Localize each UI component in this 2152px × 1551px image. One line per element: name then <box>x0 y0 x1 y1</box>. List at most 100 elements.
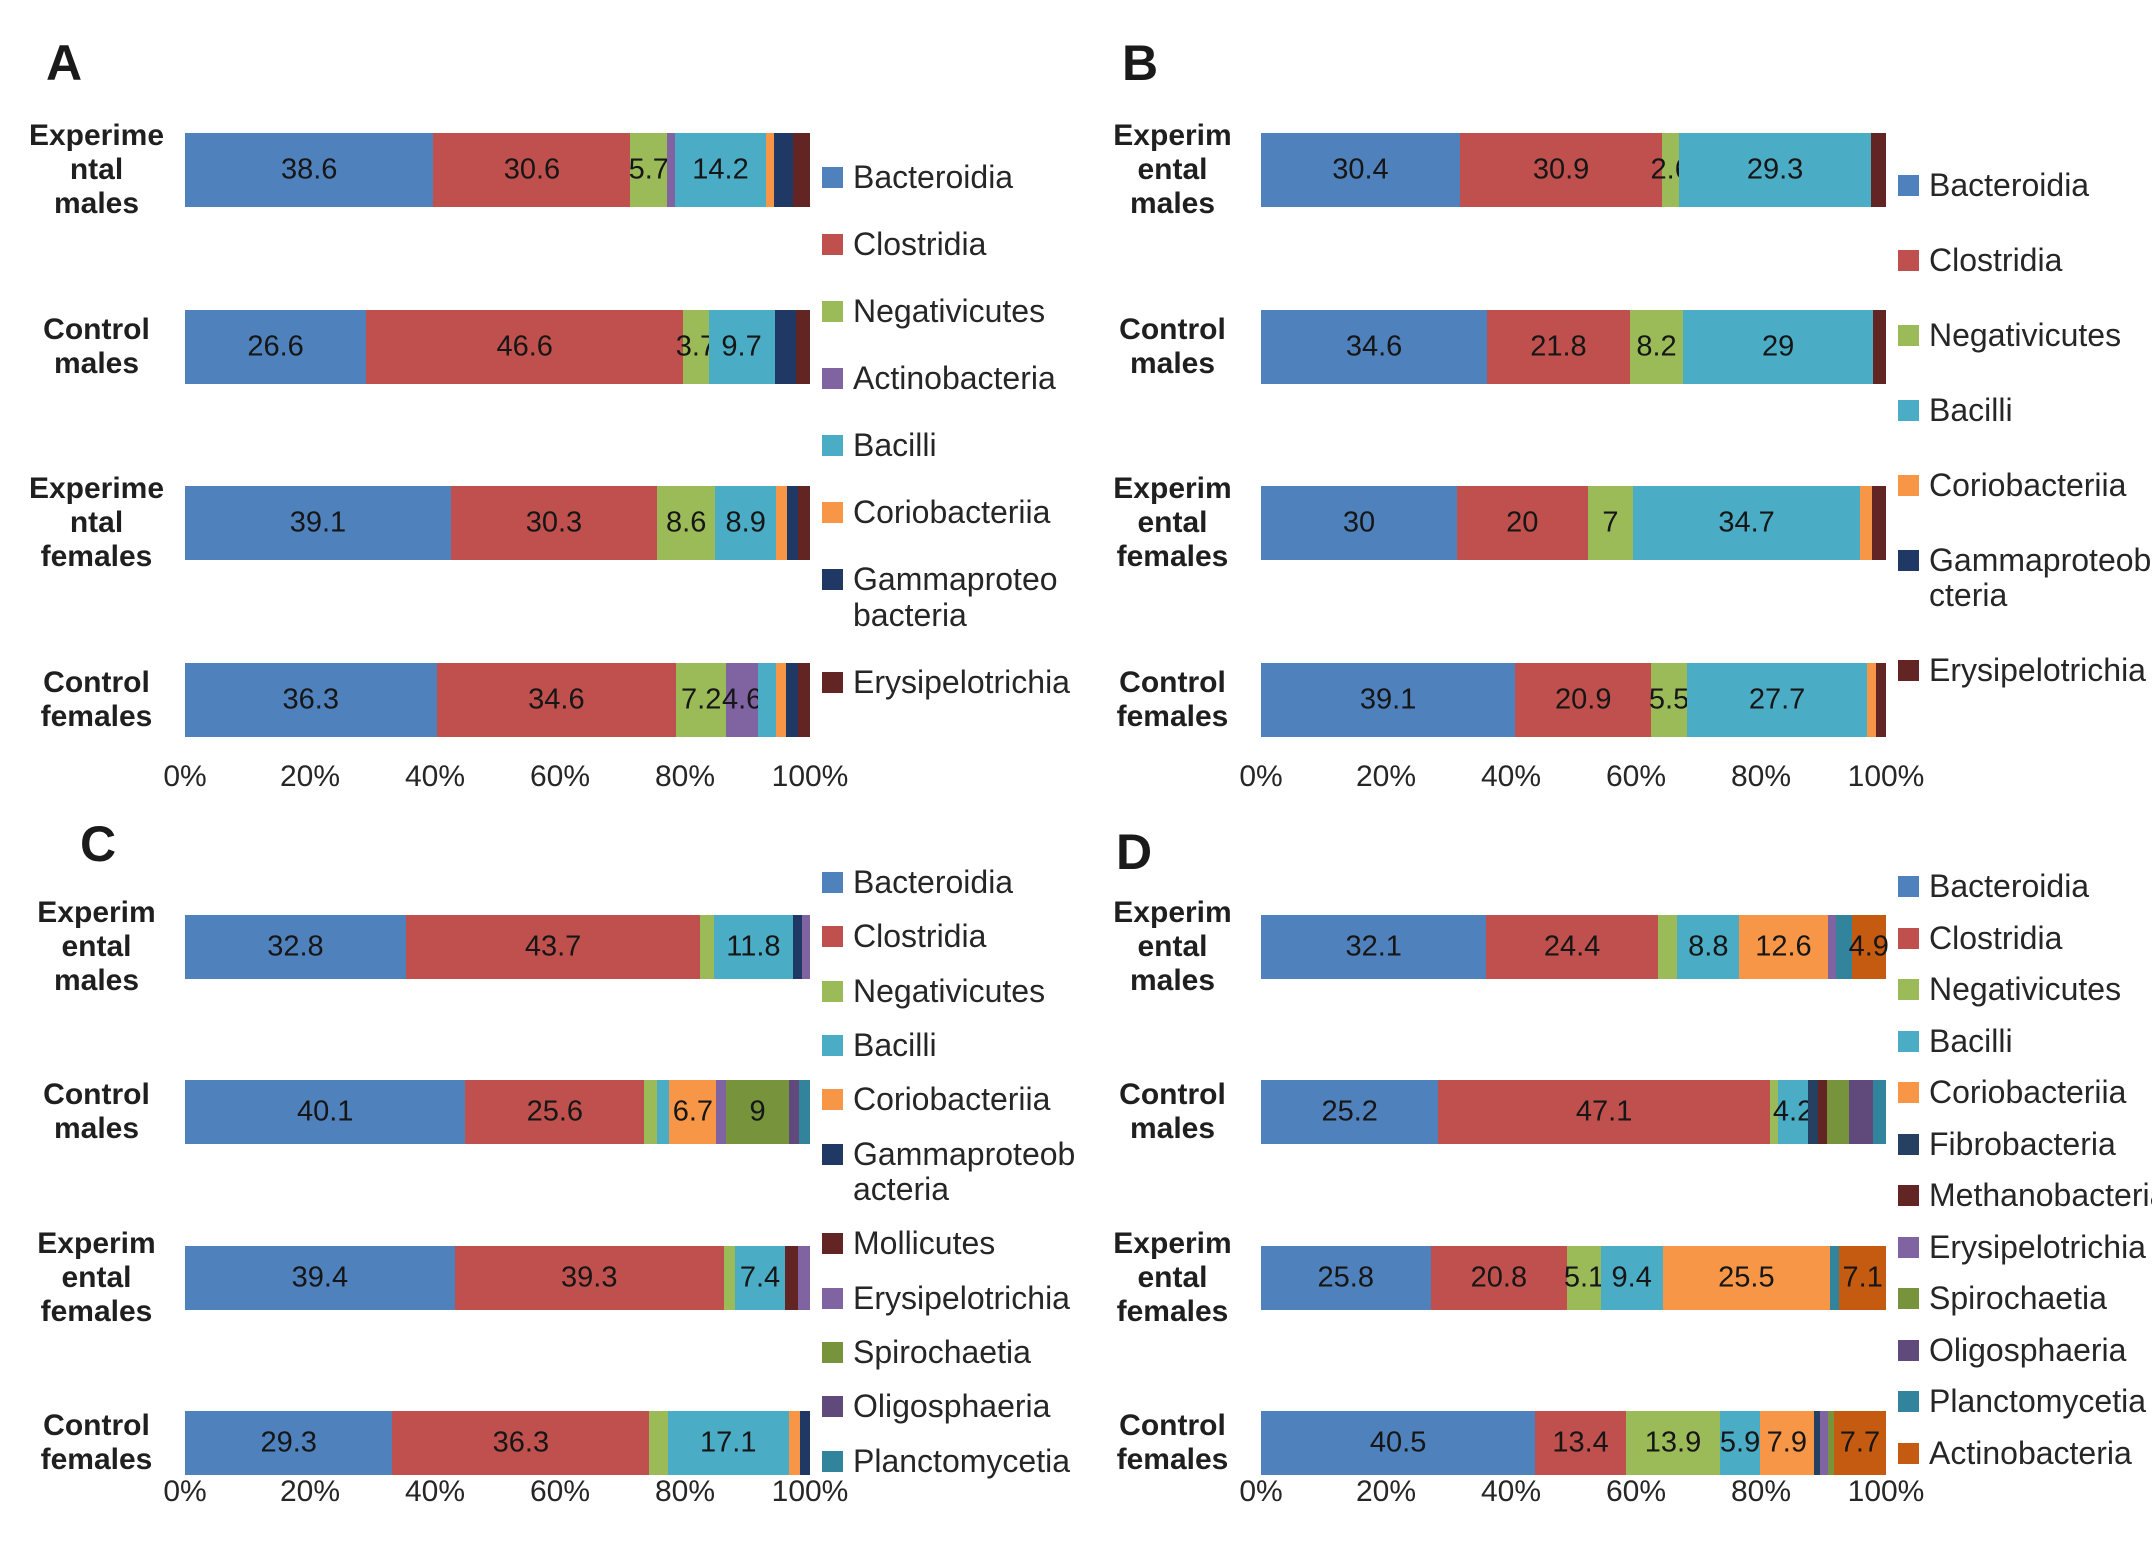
segment-value: 30.9 <box>1532 153 1590 186</box>
chart-row-experimental-males: Experim ental males 32.8 43.7 11.8 <box>8 896 810 997</box>
segment-value: 46.6 <box>496 330 553 363</box>
bar-segment-bacilli: 29 <box>1683 309 1873 384</box>
bar-segment-spirochaetia: 9 <box>726 1080 790 1145</box>
legend-item-negativicutes: Negativicutes <box>1898 316 2150 353</box>
legend-swatch-spirochaetia <box>1898 1288 1919 1310</box>
bar-segment-oligosphaeria <box>1849 1080 1874 1145</box>
legend-label-line: Coriobacteriia <box>853 1081 1051 1118</box>
legend-label-line: Planctomycetia <box>853 1442 1070 1479</box>
row-label-line: males <box>53 963 140 997</box>
legend-label-line: Erysipelotrichia <box>853 1279 1070 1316</box>
legend-label: Erysipelotrichia <box>853 1279 1070 1316</box>
legend-label-line: Spirochaetia <box>853 1334 1031 1371</box>
bar-segment-clostridia: 43.7 <box>405 915 701 979</box>
bar-segment-bacteroidia: 30.4 <box>1261 133 1460 207</box>
segment-value: 5.5 <box>1648 683 1690 716</box>
segment-value: 12.6 <box>1755 930 1812 963</box>
bar-segment-negativicutes: 8.6 <box>656 486 716 561</box>
legend-label-line: Spirochaetia <box>1929 1280 2107 1317</box>
x-axis: 0% 20% 40% 60% 80% 100% <box>1239 760 1924 802</box>
legend-item-bacteroidia: Bacteroidia <box>1898 167 2150 203</box>
legend-item-planctomycetia: Planctomycetia <box>1898 1383 2150 1420</box>
bar-segment-actinobacteria: 4.9 <box>1849 915 1889 979</box>
legend-swatch-coriobacteriia <box>822 502 843 524</box>
segment-value: 39.1 <box>289 506 347 539</box>
segment-value: 32.8 <box>267 930 324 963</box>
segment-value: 14.2 <box>692 153 749 186</box>
legend-label-line: Planctomycetia <box>1929 1383 2146 1420</box>
bar-segment-planctomycetia <box>1873 1080 1887 1145</box>
axis-tick: 0% <box>1239 1475 1283 1508</box>
x-axis: 0% 20% 40% 60% 80% 100% <box>1239 1475 1924 1517</box>
legend-label-line: Bacilli <box>1929 1022 2013 1059</box>
segment-value: 32.1 <box>1345 930 1402 963</box>
row-label: Control females <box>8 666 185 734</box>
legend-label-line: Oligosphaeria <box>1929 1331 2127 1368</box>
chart-row-experimental-females: Experime ntal females 39.1 30.3 8.6 8.9 <box>8 472 810 573</box>
legend-label-line: Negativicutes <box>1929 316 2122 353</box>
legend-swatch-negativicutes <box>1898 324 1919 346</box>
legend-item-erysipelotrichia: Erysipelotrichia <box>1898 652 2150 688</box>
stacked-bar: 34.6 21.8 8.2 29 <box>1261 309 1886 384</box>
bar-segment-clostridia: 39.3 <box>454 1245 724 1310</box>
legend-item-clostridia: Clostridia <box>822 919 1074 954</box>
bar-segment-bacteroidia: 39.1 <box>185 486 451 561</box>
row-label-line: Experim <box>1113 472 1232 506</box>
legend-label-line: Actinobacteria <box>853 360 1056 397</box>
row-label-line: females <box>40 540 153 574</box>
segment-value: 38.6 <box>280 153 338 186</box>
segment-value: 25.8 <box>1317 1261 1375 1294</box>
bar-segment-actinobacteria <box>667 133 675 207</box>
stacked-bar: 25.2 47.1 4.2 <box>1261 1080 1887 1145</box>
legend-swatch-methanobacteria <box>1898 1185 1919 1207</box>
bar-segment-negativicutes <box>1769 1080 1779 1145</box>
row-label-line: ental <box>1137 153 1208 187</box>
panel-letter-D: D <box>1116 824 1153 880</box>
row-label-line: Control <box>1119 1409 1226 1443</box>
legend-label-line: Clostridia <box>1929 919 2063 956</box>
legend-swatch-oligosphaeria <box>822 1396 843 1418</box>
row-label-line: Experime <box>28 119 165 153</box>
bar-segment-negativicutes: 5.5 <box>1648 662 1690 737</box>
segment-value: 34.7 <box>1718 506 1775 539</box>
bar-segment-coriobacteriia <box>766 133 774 207</box>
bar-segment-erysipelotrichia <box>1819 1410 1828 1475</box>
segment-value: 4.6 <box>721 683 763 716</box>
legend-swatch-clostridia <box>1898 249 1919 271</box>
legend-label: Coriobacteriia <box>853 495 1050 530</box>
bar-segment-spirochaetia <box>1827 1410 1834 1475</box>
legend-label: Clostridia <box>853 919 986 954</box>
segment-value: 11.8 <box>726 930 781 963</box>
segment-value: 30.6 <box>503 153 561 186</box>
stacked-bar: 32.1 24.4 8.8 12.6 4.9 <box>1261 915 1889 979</box>
bar-segment-coriobacteriia: 25.5 <box>1662 1245 1831 1310</box>
legend-label-line: Methanobacteria <box>1929 1177 2152 1214</box>
legend-label-line: Gammaproteo <box>853 561 1058 598</box>
row-label-line: females <box>1116 699 1229 733</box>
segment-value: 17.1 <box>700 1426 757 1459</box>
legend-swatch-actinobacteria <box>1898 1442 1919 1464</box>
bar-segment-clostridia: 30.9 <box>1459 133 1663 207</box>
legend-label-line: cteria <box>1929 576 2008 613</box>
stacked-bar: 29.3 36.3 17.1 <box>185 1410 810 1475</box>
row-label-line: Control <box>43 1409 150 1443</box>
bar-segment-bacilli: 27.7 <box>1686 662 1868 737</box>
stacked-bar: 30.4 30.9 2.6 29.3 <box>1261 133 1886 207</box>
segment-value: 8.2 <box>1636 330 1677 363</box>
legend-label: Actinobacteria <box>1929 1435 2132 1471</box>
bar-segment-erysipelotrichia <box>1872 309 1886 384</box>
legend-item-erysipelotrichia: Erysipelotrichia <box>822 1279 1074 1316</box>
bar-segment-negativicutes: 2.6 <box>1651 133 1691 207</box>
segment-value: 29.3 <box>1746 153 1804 186</box>
bar-segment-negativicutes <box>723 1245 735 1310</box>
bar-segment-negativicutes: 7 <box>1587 486 1634 561</box>
legend-item-bacilli: Bacilli <box>822 428 1074 463</box>
legend-label: Erysipelotrichia <box>1929 652 2146 688</box>
axis-tick: 20% <box>279 1475 341 1508</box>
segment-value: 7.4 <box>739 1261 781 1294</box>
legend-swatch-fibrobacteria <box>1898 1133 1919 1155</box>
segment-value: 40.5 <box>1369 1426 1427 1459</box>
